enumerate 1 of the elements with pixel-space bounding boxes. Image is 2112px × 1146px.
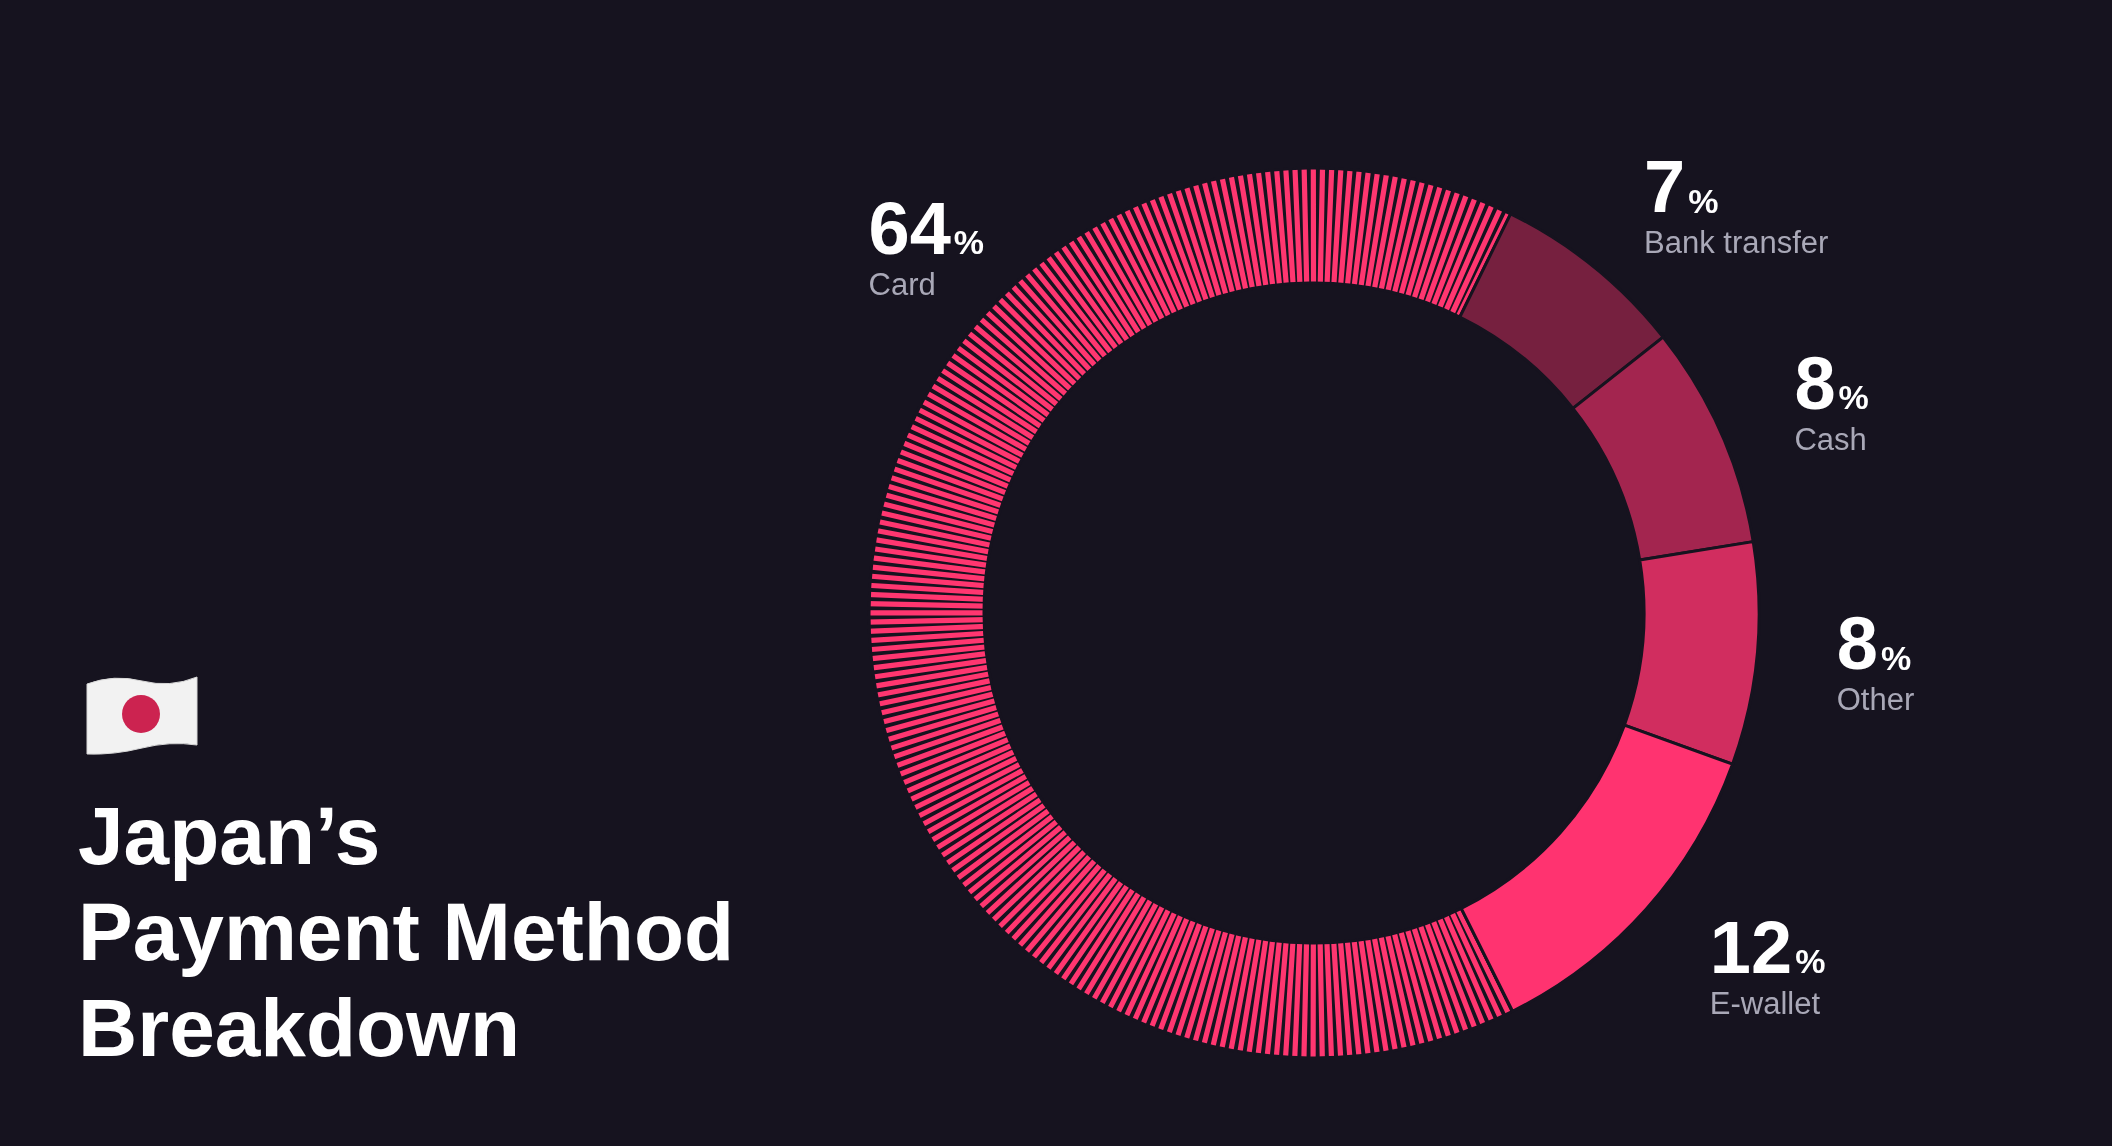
text: Japan’s Payment Method Breakdown (78, 789, 735, 1075)
